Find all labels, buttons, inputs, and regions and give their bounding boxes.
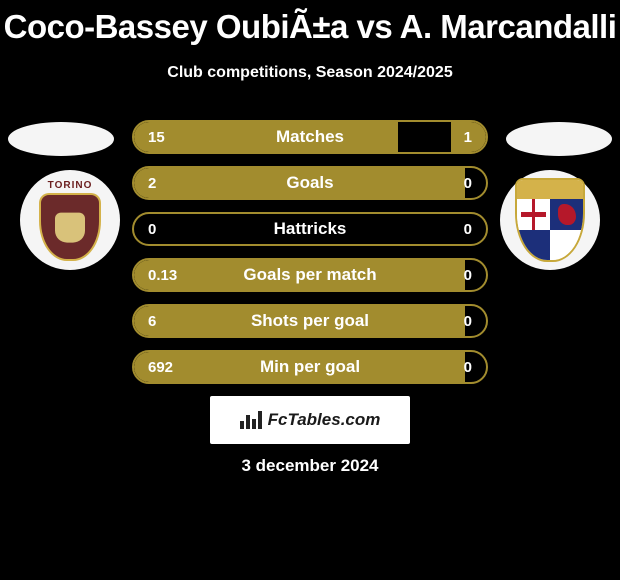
stat-value-left: 15 [134, 129, 218, 146]
stat-label: Matches [218, 127, 402, 147]
player-right-photo-placeholder [506, 122, 612, 156]
club-badge-right [500, 170, 600, 270]
stat-label: Shots per goal [218, 311, 402, 331]
torino-crest-text: TORINO [48, 180, 93, 191]
stat-row: 2Goals0 [132, 166, 488, 200]
player-left-photo-placeholder [8, 122, 114, 156]
stat-row: 15Matches1 [132, 120, 488, 154]
stat-row: 6Shots per goal0 [132, 304, 488, 338]
fctables-brand-text: FcTables.com [268, 410, 381, 430]
torino-bull-icon [55, 212, 85, 242]
stat-value-left: 2 [134, 175, 218, 192]
stat-row: 0Hattricks0 [132, 212, 488, 246]
stat-value-left: 0.13 [134, 267, 218, 284]
stat-value-right: 0 [402, 359, 486, 376]
stat-value-right: 0 [402, 175, 486, 192]
torino-shield-icon [39, 193, 101, 261]
stat-value-right: 0 [402, 313, 486, 330]
stat-value-right: 1 [402, 129, 486, 146]
stat-row: 692Min per goal0 [132, 350, 488, 384]
stat-label: Goals per match [218, 265, 402, 285]
stat-label: Hattricks [218, 219, 402, 239]
stat-value-left: 6 [134, 313, 218, 330]
stat-value-left: 0 [134, 221, 218, 238]
club-badge-left: TORINO [20, 170, 120, 270]
stat-label: Goals [218, 173, 402, 193]
stat-value-right: 0 [402, 221, 486, 238]
stat-value-left: 692 [134, 359, 218, 376]
stats-rows: 15Matches12Goals00Hattricks00.13Goals pe… [132, 120, 488, 384]
fctables-watermark: FcTables.com [210, 396, 410, 444]
page-subtitle: Club competitions, Season 2024/2025 [0, 64, 620, 82]
snapshot-date: 3 december 2024 [0, 456, 620, 476]
genoa-crest-icon [500, 170, 600, 270]
torino-crest-icon: TORINO [20, 170, 120, 270]
stat-value-right: 0 [402, 267, 486, 284]
stat-label: Min per goal [218, 357, 402, 377]
page-title: Coco-Bassey OubiÃ±a vs A. Marcandalli [0, 0, 620, 46]
fctables-bars-icon [240, 411, 262, 429]
stat-row: 0.13Goals per match0 [132, 258, 488, 292]
